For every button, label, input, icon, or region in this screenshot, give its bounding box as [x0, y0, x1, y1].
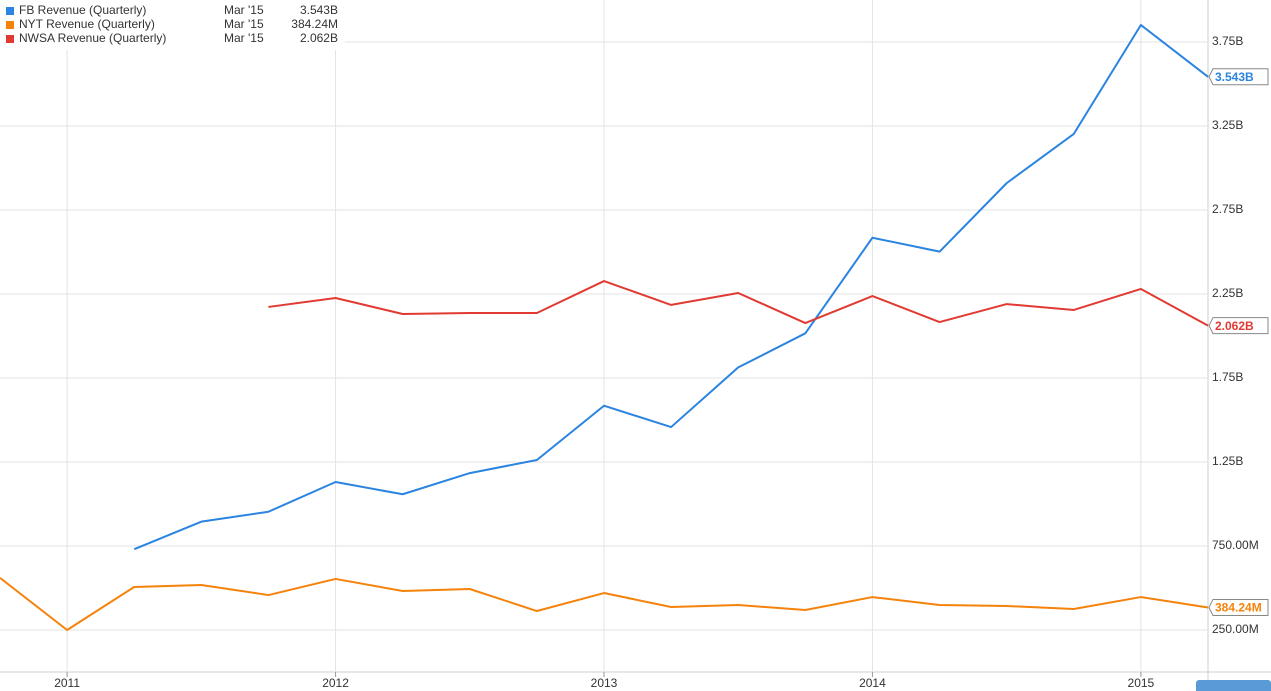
legend-date: Mar '15	[224, 31, 264, 45]
value-flag-label: 3.543B	[1215, 70, 1254, 84]
value-flag-label: 384.24M	[1215, 601, 1262, 615]
legend-date: Mar '15	[224, 17, 264, 31]
grid-layer	[0, 0, 1208, 672]
legend-swatch	[6, 35, 14, 43]
legend-value: 3.543B	[300, 3, 338, 17]
legend-label: FB Revenue (Quarterly)	[19, 3, 146, 17]
value-flag: 2.062B	[1208, 317, 1269, 335]
x-tick-label: 2015	[1128, 676, 1155, 690]
x-tick-label: 2011	[54, 676, 80, 690]
value-flag-box	[1208, 68, 1269, 86]
series-line	[133, 24, 1209, 551]
legend-date: Mar '15	[224, 3, 264, 17]
legend: FB Revenue (Quarterly) Mar '15 3.543B NYT R…	[0, 0, 345, 50]
legend-label: NWSA Revenue (Quarterly)	[19, 31, 166, 45]
legend-label: NYT Revenue (Quarterly)	[19, 17, 155, 31]
value-flag: 384.24M	[1208, 598, 1269, 616]
y-tick-label: 2.25B	[1212, 286, 1243, 300]
y-tick-label: 250.00M	[1212, 622, 1259, 636]
y-tick-label: 3.75B	[1212, 34, 1243, 48]
value-flag-box	[1208, 317, 1269, 335]
legend-value: 2.062B	[300, 31, 338, 45]
y-tick-label: 2.75B	[1212, 202, 1243, 216]
edit-button[interactable]	[1196, 680, 1271, 691]
y-tick-label: 3.25B	[1212, 118, 1243, 132]
legend-swatch	[6, 21, 14, 29]
value-flag-label: 2.062B	[1215, 319, 1254, 333]
y-tick-label: 1.25B	[1212, 454, 1243, 468]
y-tick-label: 750.00M	[1212, 538, 1259, 552]
value-flag: 3.543B	[1208, 68, 1269, 86]
series-line	[0, 577, 1209, 631]
legend-background	[0, 0, 345, 50]
legend-value: 384.24M	[291, 17, 338, 31]
x-tick-label: 2014	[859, 676, 886, 690]
y-tick-label: 1.75B	[1212, 370, 1243, 384]
value-flag-box	[1208, 598, 1269, 616]
series-line	[268, 280, 1209, 327]
legend-swatch	[6, 7, 14, 15]
x-tick-label: 2013	[591, 676, 618, 690]
x-tick-label: 2012	[322, 676, 349, 690]
